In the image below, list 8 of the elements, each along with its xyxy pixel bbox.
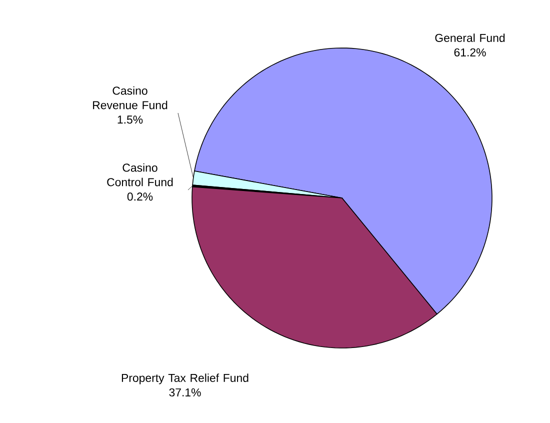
data-label: 0.2% (127, 192, 153, 201)
data-label: 61.2% (454, 48, 486, 56)
slice-label: General Fund (435, 34, 505, 42)
slice-label: Casino Control Fund (107, 163, 173, 186)
data-label: 37.1% (169, 388, 201, 396)
slice-label: Casino Revenue Fund (93, 86, 168, 110)
slice-label: Property Tax Relief Fund (122, 374, 248, 384)
data-label: 1.5% (118, 116, 143, 124)
